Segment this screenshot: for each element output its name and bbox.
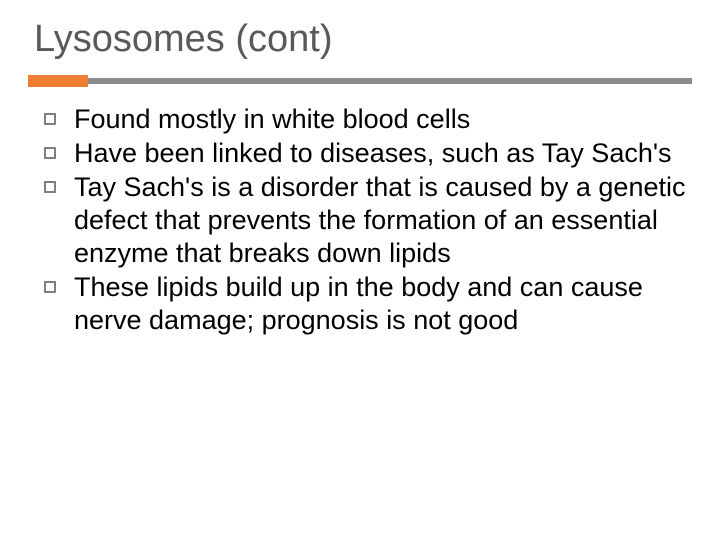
list-item: Tay Sach's is a disorder that is caused … (34, 171, 686, 270)
list-item: These lipids build up in the body and ca… (34, 271, 686, 337)
title-underline-main (88, 78, 692, 84)
bullet-text: Tay Sach's is a disorder that is caused … (74, 171, 686, 270)
slide-container: Lysosomes (cont) Found mostly in white b… (0, 0, 720, 540)
bullet-text: These lipids build up in the body and ca… (74, 271, 686, 337)
bullet-text: Found mostly in white blood cells (74, 103, 686, 136)
square-bullet-icon (44, 181, 56, 193)
square-bullet-icon (44, 113, 56, 125)
title-underline-accent (28, 75, 88, 87)
square-bullet-icon (44, 147, 56, 159)
bullet-list: Found mostly in white blood cells Have b… (34, 103, 686, 337)
list-item: Found mostly in white blood cells (34, 103, 686, 136)
title-underline (28, 75, 692, 87)
slide-title: Lysosomes (cont) (34, 18, 692, 61)
list-item: Have been linked to diseases, such as Ta… (34, 137, 686, 170)
square-bullet-icon (44, 281, 56, 293)
slide-content: Found mostly in white blood cells Have b… (28, 101, 692, 337)
bullet-text: Have been linked to diseases, such as Ta… (74, 137, 686, 170)
